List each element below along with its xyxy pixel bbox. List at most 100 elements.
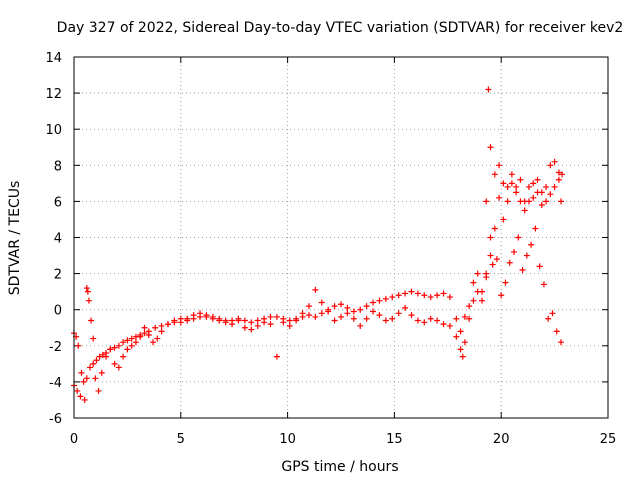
data-point xyxy=(521,198,528,205)
data-point xyxy=(434,292,441,299)
data-point xyxy=(493,256,500,263)
data-point xyxy=(92,375,99,382)
data-point xyxy=(120,339,127,346)
data-point xyxy=(141,330,148,337)
data-point xyxy=(376,297,383,304)
data-point xyxy=(382,317,389,324)
data-point xyxy=(528,241,535,248)
data-point xyxy=(395,310,402,317)
data-point xyxy=(96,353,103,360)
data-point xyxy=(483,198,490,205)
data-point xyxy=(498,292,505,299)
data-point xyxy=(312,313,319,320)
data-point xyxy=(124,337,131,344)
data-point xyxy=(111,344,118,351)
data-point xyxy=(414,317,421,324)
data-point xyxy=(559,171,566,178)
data-point xyxy=(85,297,92,304)
data-point xyxy=(525,183,532,190)
y-tick-label: 10 xyxy=(45,123,62,138)
data-point xyxy=(273,353,280,360)
data-point xyxy=(532,225,539,232)
data-point xyxy=(177,315,184,322)
data-point xyxy=(558,339,565,346)
data-point xyxy=(344,304,351,311)
data-point xyxy=(555,169,562,176)
data-point xyxy=(286,317,293,324)
data-point xyxy=(132,339,139,346)
data-point xyxy=(83,285,90,292)
data-point xyxy=(496,162,503,169)
data-point xyxy=(145,331,152,338)
data-point xyxy=(515,234,522,241)
data-point xyxy=(434,317,441,324)
data-point xyxy=(389,294,396,301)
x-tick-label: 10 xyxy=(279,432,296,447)
data-point xyxy=(461,339,468,346)
data-point xyxy=(508,171,515,178)
data-point xyxy=(511,248,518,255)
series-sdtvar xyxy=(71,171,566,400)
data-point xyxy=(517,176,524,183)
data-point xyxy=(267,321,274,328)
data-point xyxy=(502,279,509,286)
data-point xyxy=(414,290,421,297)
y-tick-label: -6 xyxy=(49,412,62,427)
axis-ticks: 0 5 10 15 20 25 -6 -4 -2 0 2 4 6 8 10 12 14 xyxy=(45,51,616,447)
data-point xyxy=(504,198,511,205)
data-point xyxy=(459,353,466,360)
data-point xyxy=(521,207,528,214)
data-point xyxy=(382,295,389,302)
data-point xyxy=(273,313,280,320)
data-point xyxy=(78,369,85,376)
data-point xyxy=(128,342,135,349)
data-point xyxy=(99,351,106,358)
data-point xyxy=(519,266,526,273)
y-tick-label: 0 xyxy=(54,304,62,319)
data-point xyxy=(325,308,332,315)
data-point xyxy=(184,315,191,322)
data-point xyxy=(487,144,494,151)
data-point xyxy=(286,322,293,329)
data-point xyxy=(504,183,511,190)
data-point xyxy=(171,317,178,324)
data-point xyxy=(500,216,507,223)
data-point xyxy=(547,162,554,169)
data-point xyxy=(549,310,556,317)
data-point xyxy=(427,315,434,322)
x-tick-label: 20 xyxy=(493,432,510,447)
data-point xyxy=(158,322,165,329)
data-point xyxy=(124,346,131,353)
x-tick-label: 25 xyxy=(600,432,617,447)
data-point xyxy=(453,333,460,340)
data-point xyxy=(77,393,84,400)
data-point xyxy=(115,364,122,371)
data-point xyxy=(75,342,82,349)
data-point xyxy=(293,317,300,324)
data-point xyxy=(111,360,118,367)
data-point xyxy=(318,310,325,317)
data-point xyxy=(470,279,477,286)
data-point xyxy=(489,261,496,268)
data-point xyxy=(209,313,216,320)
data-point xyxy=(478,288,485,295)
data-point xyxy=(248,319,255,326)
data-point xyxy=(485,86,492,93)
data-point xyxy=(513,189,520,196)
data-point xyxy=(190,312,197,319)
data-point xyxy=(350,308,357,315)
data-point xyxy=(408,288,415,295)
data-point xyxy=(453,315,460,322)
data-point xyxy=(538,189,545,196)
data-point xyxy=(80,378,87,385)
series-sdtvar-peaks- xyxy=(483,144,565,205)
data-point xyxy=(506,259,513,266)
data-point xyxy=(421,292,428,299)
data-point xyxy=(235,317,242,324)
data-point xyxy=(164,321,171,328)
y-tick-label: 2 xyxy=(54,268,62,283)
data-point xyxy=(555,176,562,183)
data-point xyxy=(338,313,344,320)
data-point xyxy=(553,328,560,335)
